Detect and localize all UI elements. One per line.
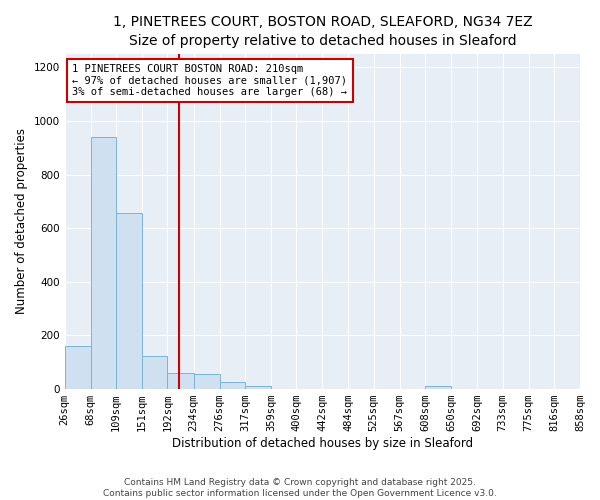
Bar [65, 346, 91, 389]
Bar [167, 373, 193, 389]
Bar [271, 388, 296, 389]
Bar [142, 356, 167, 389]
Bar [193, 374, 220, 389]
Bar [425, 386, 451, 389]
Title: 1, PINETREES COURT, BOSTON ROAD, SLEAFORD, NG34 7EZ
Size of property relative to: 1, PINETREES COURT, BOSTON ROAD, SLEAFOR… [113, 15, 532, 48]
Bar [245, 386, 271, 389]
Bar [116, 214, 142, 389]
Text: Contains HM Land Registry data © Crown copyright and database right 2025.
Contai: Contains HM Land Registry data © Crown c… [103, 478, 497, 498]
Y-axis label: Number of detached properties: Number of detached properties [15, 128, 28, 314]
Bar [220, 382, 245, 389]
Bar [91, 137, 116, 389]
Text: 1 PINETREES COURT BOSTON ROAD: 210sqm
← 97% of detached houses are smaller (1,90: 1 PINETREES COURT BOSTON ROAD: 210sqm ← … [73, 64, 347, 97]
X-axis label: Distribution of detached houses by size in Sleaford: Distribution of detached houses by size … [172, 437, 473, 450]
